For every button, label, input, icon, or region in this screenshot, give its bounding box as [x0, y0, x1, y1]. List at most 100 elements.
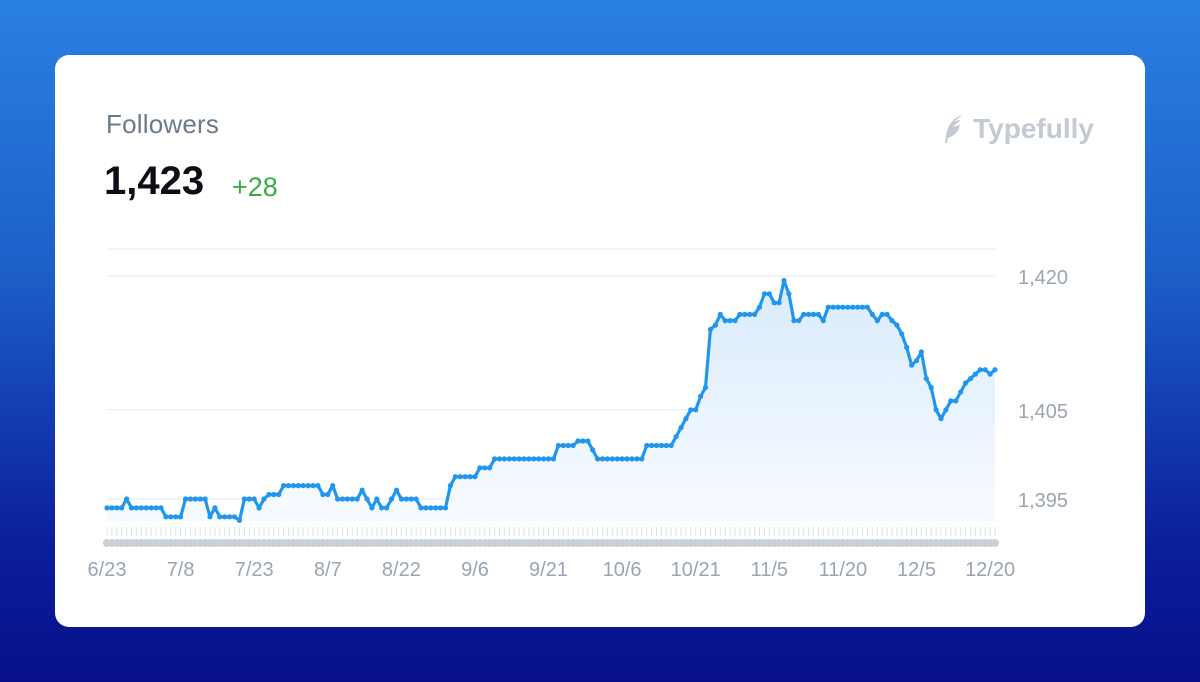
data-point	[438, 505, 444, 511]
data-point	[752, 311, 758, 317]
data-point	[207, 514, 213, 520]
data-point	[963, 380, 969, 386]
data-point	[550, 456, 557, 462]
data-point	[241, 496, 247, 502]
data-point	[639, 456, 645, 462]
data-point	[717, 311, 723, 317]
data-point	[678, 425, 684, 431]
data-point	[879, 311, 885, 317]
data-point	[256, 505, 262, 511]
data-point	[447, 483, 453, 489]
data-point	[487, 465, 493, 471]
data-point	[173, 514, 179, 520]
data-point	[761, 291, 768, 297]
data-point	[433, 505, 439, 511]
data-point	[339, 496, 346, 502]
data-point	[442, 505, 449, 511]
follower-count: 1,423	[104, 159, 205, 203]
data-point	[325, 491, 331, 498]
data-point	[492, 456, 498, 462]
data-point	[472, 474, 478, 480]
data-point	[178, 514, 184, 520]
x-tick-label: 8/22	[382, 559, 421, 581]
data-point	[619, 456, 625, 462]
data-point	[933, 407, 939, 413]
data-point	[266, 491, 272, 498]
data-point	[845, 304, 851, 310]
data-point	[354, 496, 360, 502]
data-point	[305, 483, 311, 489]
data-point	[889, 318, 895, 324]
data-point	[128, 505, 135, 511]
data-point	[953, 398, 959, 404]
data-point	[232, 514, 238, 520]
data-point	[281, 483, 287, 489]
data-point	[928, 384, 934, 391]
data-point	[330, 483, 336, 489]
data-point	[771, 300, 777, 306]
data-point	[653, 442, 660, 449]
data-point	[408, 496, 414, 502]
data-point	[212, 505, 218, 511]
data-point	[967, 376, 974, 382]
data-point	[153, 505, 159, 511]
data-point	[580, 438, 586, 444]
data-point	[482, 465, 488, 471]
data-point	[663, 442, 669, 449]
data-point	[271, 491, 277, 498]
data-point	[913, 358, 920, 364]
data-point	[918, 349, 925, 355]
data-point	[315, 483, 321, 489]
data-point	[810, 311, 817, 317]
data-point	[904, 344, 910, 350]
data-point	[938, 416, 944, 422]
data-point	[344, 496, 350, 502]
data-point	[977, 367, 983, 373]
data-point	[688, 407, 694, 413]
data-point	[806, 311, 812, 317]
data-point	[859, 304, 866, 310]
x-tick-label: 12/20	[965, 559, 1015, 581]
data-point	[864, 304, 871, 310]
data-point	[791, 318, 797, 324]
data-point	[384, 505, 390, 511]
data-point	[398, 496, 404, 502]
data-point	[541, 456, 547, 462]
data-point	[722, 318, 728, 324]
data-point	[698, 393, 704, 399]
x-tick-label: 10/21	[671, 559, 721, 581]
data-point	[457, 474, 463, 480]
data-point	[501, 456, 507, 462]
follower-delta: +28	[232, 172, 278, 202]
data-point	[163, 514, 169, 520]
data-point	[124, 496, 130, 502]
x-tick-label: 12/5	[897, 559, 936, 581]
x-tick-label: 11/20	[819, 559, 868, 581]
data-point	[796, 318, 802, 324]
data-point	[393, 487, 400, 493]
data-point	[290, 483, 296, 489]
data-point	[158, 505, 164, 511]
data-point	[467, 474, 473, 480]
data-point	[570, 442, 576, 449]
data-point	[840, 304, 846, 310]
data-point	[874, 318, 880, 324]
data-point	[261, 496, 267, 502]
data-point	[899, 331, 905, 337]
data-point	[143, 505, 149, 511]
data-point	[614, 456, 620, 462]
data-point	[599, 456, 606, 462]
data-point	[374, 496, 380, 502]
data-point	[222, 514, 228, 520]
data-point	[109, 505, 115, 511]
data-point	[349, 496, 355, 502]
data-point	[595, 456, 601, 462]
x-tick-label: 7/8	[167, 559, 195, 581]
data-point	[624, 456, 630, 462]
data-point	[428, 505, 434, 511]
data-point	[958, 389, 964, 395]
data-point	[668, 442, 674, 449]
data-point	[202, 496, 208, 502]
data-point	[310, 483, 316, 489]
